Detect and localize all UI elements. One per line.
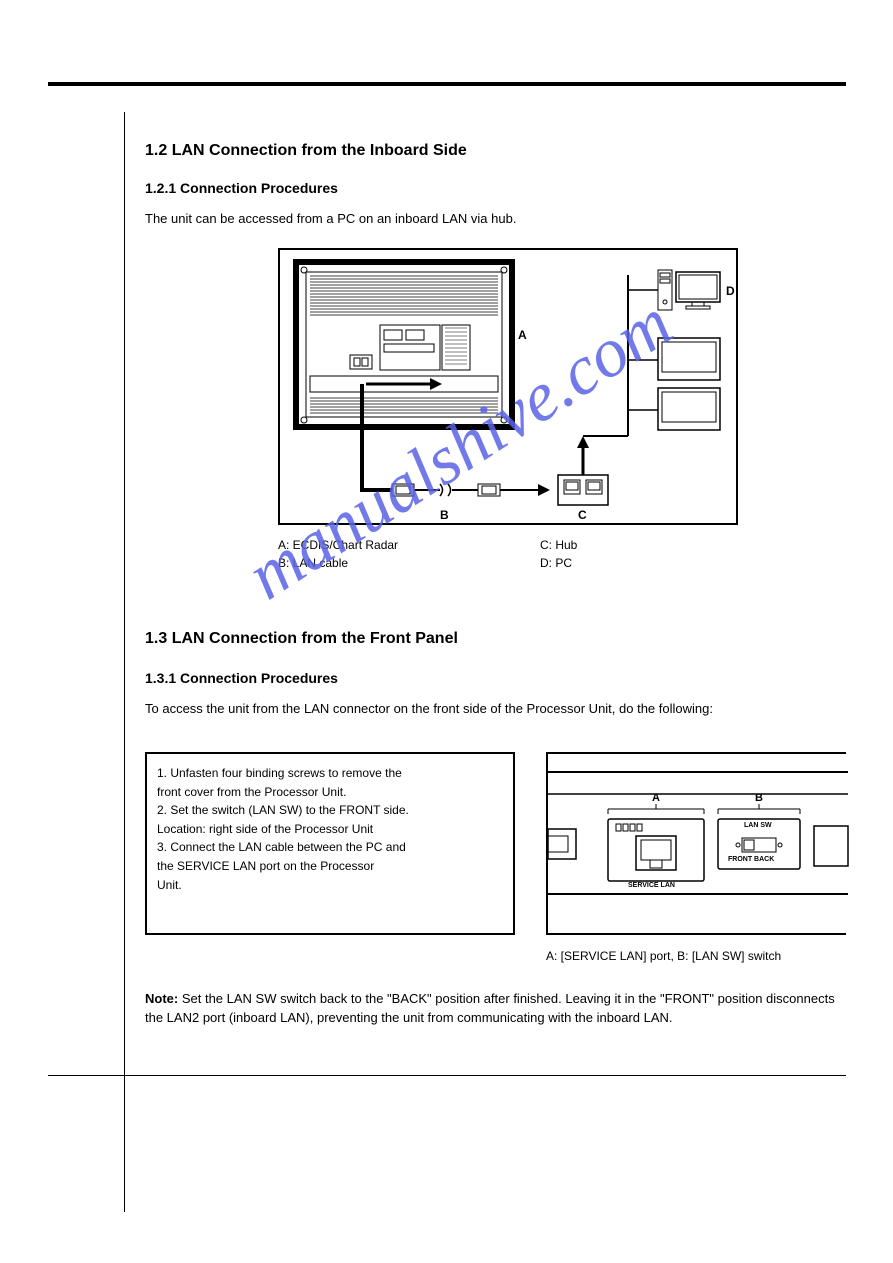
left-vertical-rule [124,112,125,1212]
figure-front-panel-ports: A B LAN SW FRONT BACK SERVICE LAN [546,752,846,935]
section-1-2-1-title: 1.2.1 Connection Procedures [145,180,338,196]
figure1-legend-d: D: PC [540,556,572,570]
section-1-3-1-title: 1.3.1 Connection Procedures [145,670,338,686]
figure1-legend-a: A: ECDIS/Chart Radar [278,538,398,552]
procedure-list-line-1: 1. Unfasten four binding screws to remov… [157,764,503,783]
section-1-2-title: 1.2 LAN Connection from the Inboard Side [145,142,467,160]
section-1-2-1-para: The unit can be accessed from a PC on an… [145,210,845,229]
procedure-list-line-5: 3. Connect the LAN cable between the PC … [157,838,503,857]
figure2b-legend: A: [SERVICE LAN] port, B: [LAN SW] switc… [546,948,845,965]
figure1-label-b: B [440,508,449,522]
figure1-label-c: C [578,508,587,522]
figure1-legend-b: B: LAN cable [278,556,348,570]
figure2b-label-lansw: LAN SW [744,822,772,829]
figure2b-label-servicelan: SERVICE LAN [628,882,675,889]
procedure-list-line-6: the SERVICE LAN port on the Processor [157,857,503,876]
section-1-3-1-para: To access the unit from the LAN connecto… [145,700,845,719]
procedure-list-line-3: 2. Set the switch (LAN SW) to the FRONT … [157,801,503,820]
procedure-list-line-2: front cover from the Processor Unit. [157,783,503,802]
figure1-label-d: D [726,284,735,298]
figure2b-label-b: B [755,792,763,804]
procedure-list-line-4: Location: right side of the Processor Un… [157,820,503,839]
figure2b-label-a: A [652,792,660,804]
section-1-3-title: 1.3 LAN Connection from the Front Panel [145,630,458,648]
figure2b-label-frontback: FRONT BACK [728,856,774,863]
top-rule [48,82,846,86]
note-text: Set the LAN SW switch back to the "BACK"… [145,991,835,1025]
note-bold: Note: [145,991,178,1006]
figure1-label-a: A [518,328,527,342]
figure1-legend-c: C: Hub [540,538,577,552]
bottom-rule [48,1075,846,1076]
figure-lan-inboard: A B C D [278,248,738,525]
procedure-list-line-7: Unit. [157,876,503,895]
procedure-list-box: 1. Unfasten four binding screws to remov… [145,752,515,935]
